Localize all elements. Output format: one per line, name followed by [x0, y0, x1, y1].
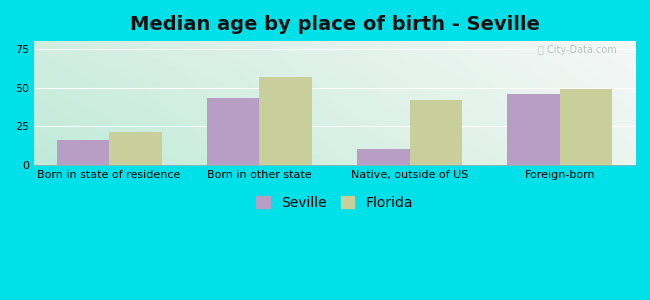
- Title: Median age by place of birth - Seville: Median age by place of birth - Seville: [129, 15, 540, 34]
- Bar: [560, 89, 612, 165]
- Bar: [410, 100, 462, 165]
- Text: Ⓞ City-Data.com: Ⓞ City-Data.com: [538, 45, 617, 55]
- Bar: [507, 94, 560, 165]
- Bar: [109, 132, 162, 165]
- Bar: [357, 149, 410, 165]
- Bar: [259, 77, 312, 165]
- Bar: [207, 98, 259, 165]
- Bar: [57, 140, 109, 165]
- Legend: Seville, Florida: Seville, Florida: [256, 196, 413, 210]
